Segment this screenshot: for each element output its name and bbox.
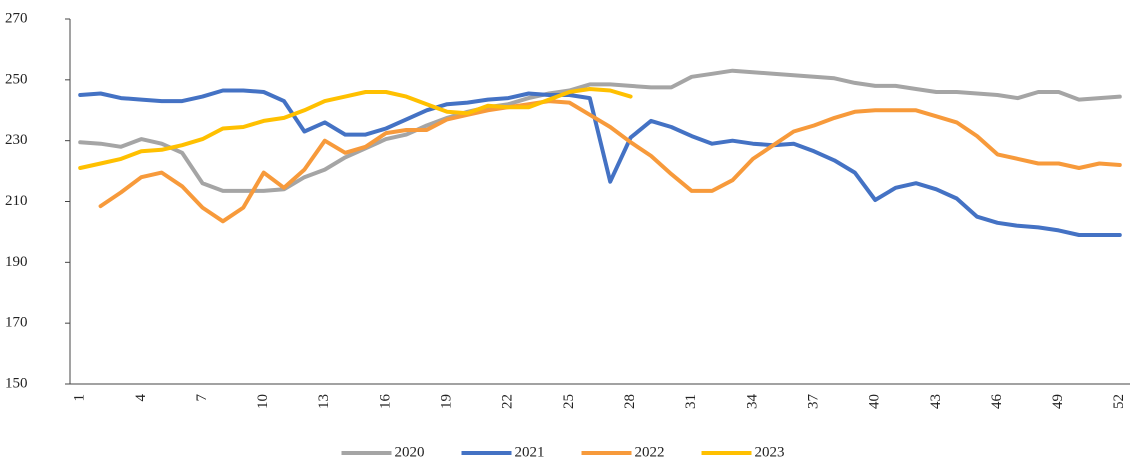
- y-tick-label: 150: [5, 375, 28, 391]
- legend-item: 2021: [461, 444, 545, 460]
- y-tick-label: 190: [5, 254, 28, 270]
- legend-label: 2022: [635, 444, 665, 460]
- x-tick-label: 7: [194, 394, 210, 402]
- legend-label: 2021: [515, 444, 545, 460]
- series-line: [98, 99, 1122, 224]
- x-tick-label: 43: [928, 394, 944, 409]
- x-tick-label: 1: [72, 394, 88, 402]
- legend-item: 2022: [581, 444, 665, 460]
- x-tick-label: 4: [133, 394, 149, 402]
- x-tick-label: 49: [1050, 394, 1066, 409]
- x-tick-label: 37: [805, 394, 821, 410]
- x-tick-label: 19: [439, 394, 455, 409]
- x-tick-label: 31: [683, 394, 699, 409]
- legend-label: 2023: [755, 444, 785, 460]
- legend-label: 2020: [395, 444, 425, 460]
- y-tick-label: 230: [5, 132, 28, 148]
- x-tick-label: 10: [255, 394, 271, 409]
- legend-item: 2020: [341, 444, 425, 460]
- x-tick-label: 22: [500, 394, 516, 409]
- x-tick-label: 16: [377, 394, 393, 410]
- x-tick-label: 52: [1111, 394, 1127, 409]
- legend-item: 2023: [701, 444, 785, 460]
- x-tick-label: 34: [744, 394, 760, 410]
- y-tick-label: 270: [5, 10, 28, 26]
- x-tick-label: 13: [316, 394, 332, 409]
- x-tick-label: 40: [867, 394, 883, 409]
- x-tick-label: 25: [561, 394, 577, 409]
- y-tick-label: 210: [5, 193, 28, 209]
- x-tick-label: 46: [989, 394, 1005, 410]
- y-tick-label: 250: [5, 71, 28, 87]
- series-line: [78, 88, 1122, 237]
- y-tick-label: 170: [5, 315, 28, 331]
- x-tick-label: 28: [622, 394, 638, 409]
- series-line: [78, 87, 633, 170]
